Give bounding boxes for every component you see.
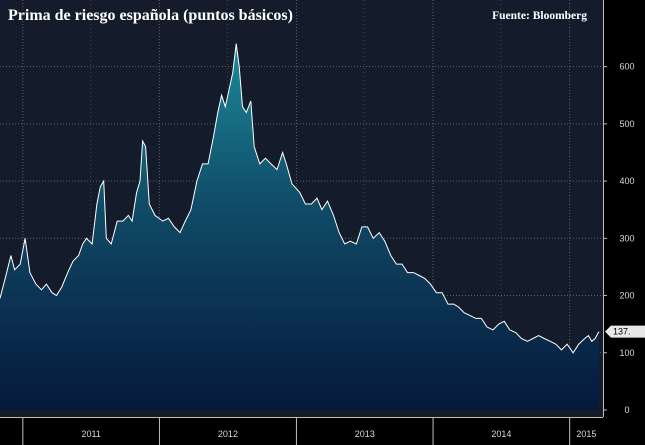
y-tick-label: 500: [619, 119, 634, 129]
chart-title: Prima de riesgo española (puntos básicos…: [8, 7, 293, 24]
last-value-label: 137.: [613, 327, 631, 337]
last-value-flag: [605, 325, 645, 338]
x-tick-label: 2013: [355, 429, 375, 439]
series-line: [0, 43, 600, 354]
y-tick-label: 600: [619, 62, 634, 72]
chart-source: Fuente: Bloomberg: [492, 10, 587, 22]
y-tick-label: 400: [619, 176, 634, 186]
y-tick-label: 300: [619, 233, 634, 243]
y-tick-label: 100: [619, 348, 634, 358]
x-tick-label: 2014: [491, 429, 511, 439]
y-tick-label: 200: [619, 291, 634, 301]
x-axis-ticks: 2011 2012 2013 2014 2015: [22, 417, 596, 445]
y-tick-label: 0: [624, 405, 629, 415]
series-area: [0, 43, 599, 410]
y-axis-ticks: 0 100 200 300 400 500 600: [603, 62, 635, 415]
x-tick-label: 2011: [81, 429, 100, 439]
last-value-marker: 137.: [605, 325, 645, 338]
x-axis-band: [0, 417, 645, 445]
x-tick-label: 2012: [218, 429, 238, 439]
x-tick-label: 2015: [576, 429, 596, 439]
